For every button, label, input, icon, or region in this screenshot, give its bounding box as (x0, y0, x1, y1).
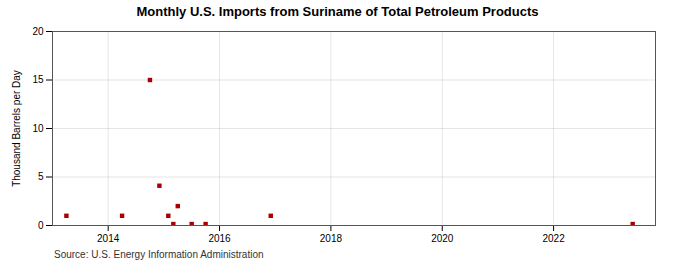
svg-text:15: 15 (32, 74, 44, 85)
svg-text:2014: 2014 (97, 233, 120, 244)
html-text:Monthly U.S. Imports from Suri: Monthly U.S. Imports from Suriname of To… (136, 4, 539, 19)
svg-text:Thousand Barrels per Day: Thousand Barrels per Day (11, 70, 22, 187)
svg-text:2020: 2020 (431, 233, 454, 244)
svg-text:2022: 2022 (542, 233, 565, 244)
svg-text:2018: 2018 (320, 233, 343, 244)
svg-text:0: 0 (38, 220, 44, 231)
svg-text:20: 20 (32, 26, 44, 37)
svg-text:2016: 2016 (208, 233, 231, 244)
html-text:Source: U.S. Energy Informatio: Source: U.S. Energy Information Administ… (54, 249, 264, 260)
svg-text:5: 5 (38, 171, 44, 182)
svg-text:10: 10 (32, 123, 44, 134)
